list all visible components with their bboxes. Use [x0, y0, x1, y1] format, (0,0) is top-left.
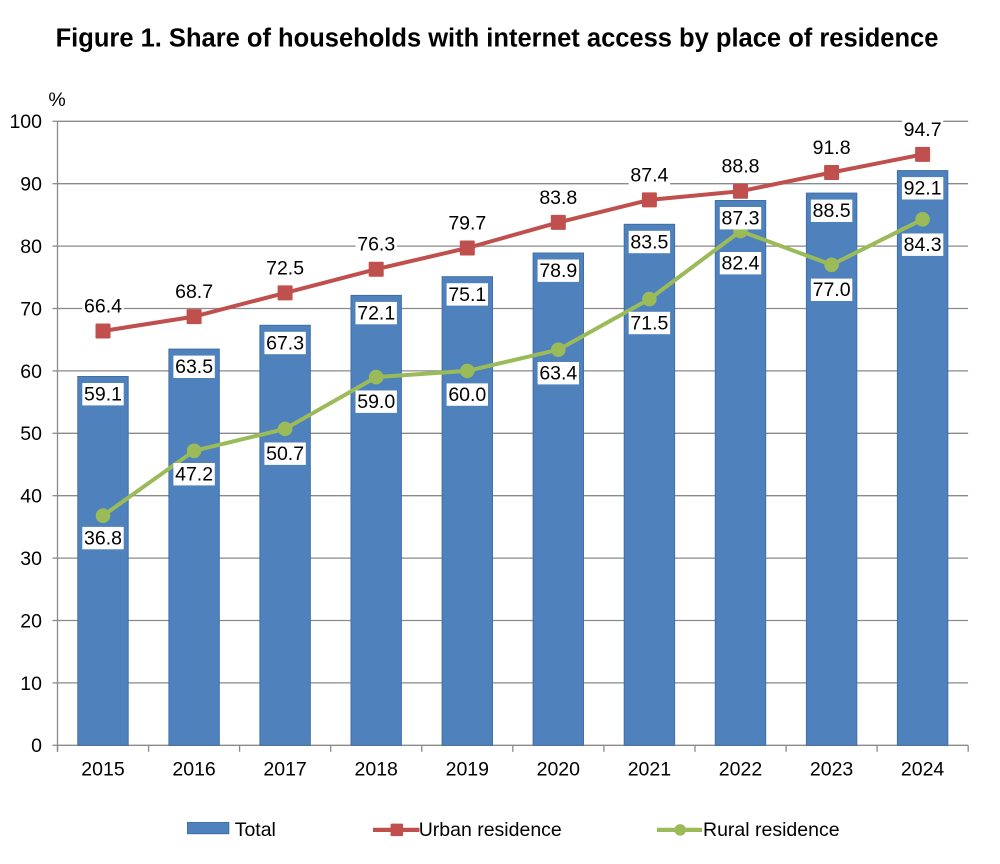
svg-text:2018: 2018	[355, 759, 398, 781]
svg-text:40: 40	[20, 486, 42, 508]
svg-text:72.1: 72.1	[357, 303, 395, 325]
svg-text:2024: 2024	[901, 759, 945, 781]
svg-text:2021: 2021	[628, 759, 671, 781]
svg-text:Urban residence: Urban residence	[419, 819, 562, 841]
svg-text:63.5: 63.5	[175, 356, 213, 378]
svg-text:91.8: 91.8	[813, 137, 851, 159]
svg-text:60: 60	[20, 361, 42, 383]
svg-text:87.4: 87.4	[630, 164, 668, 186]
svg-text:2020: 2020	[537, 759, 581, 781]
svg-text:60.0: 60.0	[448, 384, 486, 406]
svg-text:82.4: 82.4	[722, 253, 760, 275]
svg-text:88.5: 88.5	[813, 200, 851, 222]
svg-text:72.5: 72.5	[266, 257, 304, 279]
svg-text:10: 10	[20, 673, 42, 695]
svg-text:2017: 2017	[263, 759, 306, 781]
svg-text:94.7: 94.7	[904, 119, 942, 141]
svg-text:66.4: 66.4	[84, 296, 122, 318]
svg-text:79.7: 79.7	[448, 213, 486, 235]
svg-text:50: 50	[20, 423, 42, 445]
svg-text:20: 20	[20, 610, 42, 632]
svg-text:83.8: 83.8	[539, 187, 577, 209]
svg-text:59.1: 59.1	[84, 384, 122, 406]
svg-text:50.7: 50.7	[266, 443, 304, 465]
svg-text:2023: 2023	[810, 759, 853, 781]
svg-text:2022: 2022	[719, 759, 762, 781]
svg-text:70: 70	[20, 298, 42, 320]
svg-text:2019: 2019	[446, 759, 489, 781]
svg-text:84.3: 84.3	[904, 234, 942, 256]
svg-text:87.3: 87.3	[722, 208, 760, 230]
svg-text:%: %	[48, 89, 65, 111]
svg-text:90: 90	[20, 174, 42, 196]
svg-text:80: 80	[20, 236, 42, 258]
svg-text:83.5: 83.5	[630, 231, 668, 253]
svg-text:30: 30	[20, 548, 42, 570]
svg-text:63.4: 63.4	[539, 363, 577, 385]
svg-text:78.9: 78.9	[539, 260, 577, 282]
svg-text:67.3: 67.3	[266, 332, 304, 354]
svg-text:2016: 2016	[172, 759, 215, 781]
svg-text:68.7: 68.7	[175, 281, 213, 303]
svg-text:47.2: 47.2	[175, 464, 213, 486]
svg-text:Figure 1. Share of households: Figure 1. Share of households with inter…	[56, 25, 939, 53]
svg-text:Rural residence: Rural residence	[703, 819, 840, 841]
svg-text:92.1: 92.1	[904, 178, 942, 200]
svg-text:0: 0	[31, 735, 42, 757]
svg-text:71.5: 71.5	[630, 312, 668, 334]
svg-text:88.8: 88.8	[722, 156, 760, 178]
svg-text:75.1: 75.1	[448, 284, 486, 306]
svg-text:Total: Total	[235, 819, 276, 841]
svg-text:100: 100	[9, 111, 42, 133]
svg-text:36.8: 36.8	[84, 528, 122, 550]
svg-text:77.0: 77.0	[813, 279, 851, 301]
svg-text:59.0: 59.0	[357, 391, 395, 413]
svg-text:76.3: 76.3	[357, 234, 395, 256]
svg-text:2015: 2015	[81, 759, 125, 781]
